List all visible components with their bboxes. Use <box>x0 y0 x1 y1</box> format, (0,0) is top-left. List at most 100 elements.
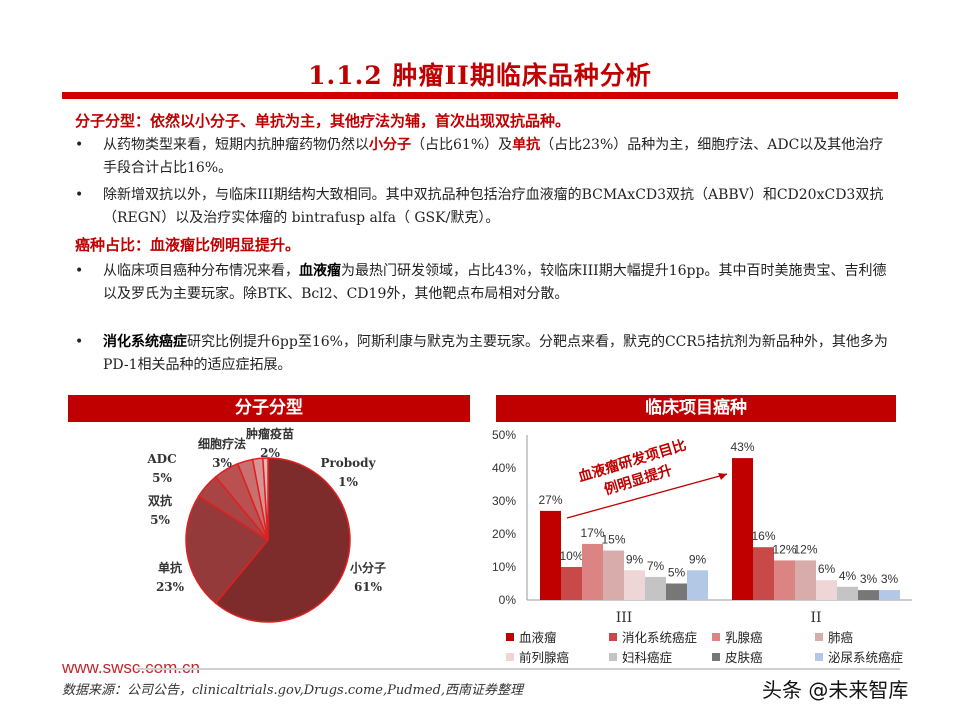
pie-value: 61% <box>354 580 383 594</box>
pie-slice-6 <box>262 457 269 541</box>
bar-data-label: 15% <box>601 533 625 547</box>
bar-data-label: 16% <box>751 529 775 543</box>
bar-data-label: 3% <box>881 572 899 586</box>
legend-label: 皮肤癌 <box>725 650 763 665</box>
legend-item: 乳腺癌 <box>712 627 763 646</box>
legend-item: 血液瘤 <box>506 627 557 646</box>
pie-label: ADC <box>146 452 176 466</box>
legend-label: 泌尿系统癌症 <box>828 650 904 665</box>
bar-血液瘤 <box>732 458 753 600</box>
pie-value: 2% <box>260 446 280 460</box>
bullet-3: 从临床项目癌种分布情况来看，血液瘤为最热门研发领域，占比43%，较临床III期大… <box>75 260 895 305</box>
watermark: 头条 @未来智库 <box>762 678 909 702</box>
y-tick-label: 10% <box>492 560 516 574</box>
bar-data-label: 6% <box>818 562 836 576</box>
legend-label: 妇科癌症 <box>622 650 673 665</box>
bar-data-label: 27% <box>538 493 562 507</box>
bar-前列腺癌 <box>624 570 645 600</box>
bar-泌尿系统癌症 <box>879 590 900 600</box>
arrow-head-icon <box>718 473 727 480</box>
pie-value: 23% <box>156 580 185 594</box>
text: 研究比例提升6pp至16%，阿斯利康与默克为主要玩家。分靶点来看，默克的CCR5… <box>103 334 888 373</box>
pie-chart-header: 分子分型 <box>68 395 470 422</box>
legend-swatch <box>815 652 823 661</box>
bar-妇科癌症 <box>837 586 858 600</box>
text: （占比61%）及 <box>411 137 513 153</box>
text: （占比23%）品种为主，细胞疗法、ADC以及其他治疗手段合计占比16%。 <box>103 137 884 176</box>
legend-label: 乳腺癌 <box>725 630 763 645</box>
legend-item: 泌尿系统癌症 <box>815 647 903 666</box>
pie-label: 肿瘤疫苗 <box>246 426 294 441</box>
legend-swatch <box>506 632 514 641</box>
bar-data-label: 7% <box>647 559 665 573</box>
site-url: www.swsc.com.cn <box>62 658 200 677</box>
legend-swatch <box>609 632 617 641</box>
bar-data-label: 12% <box>772 542 796 556</box>
bar-data-label: 12% <box>793 542 817 556</box>
bar-皮肤癌 <box>858 590 879 600</box>
highlight: 小分子 <box>369 137 411 153</box>
bar-前列腺癌 <box>816 580 837 600</box>
trend-arrow <box>566 473 728 519</box>
bar-消化系统癌症 <box>753 547 774 600</box>
title-underline <box>62 92 898 99</box>
legend-swatch <box>712 652 720 661</box>
bar-chart-header: 临床项目癌种 <box>496 395 896 422</box>
bullet-4: 消化系统癌症研究比例提升6pp至16%，阿斯利康与默克为主要玩家。分靶点来看，默… <box>75 331 895 376</box>
bar-肺癌 <box>603 550 624 600</box>
pie-value: 3% <box>212 456 232 470</box>
bar-妇科癌症 <box>645 576 666 600</box>
text: 为最热门研发领域，占比43%，较临床III期大幅提升16pp。其中百时美施贵宝、… <box>103 263 887 302</box>
pie-slice-0 <box>214 457 351 623</box>
y-tick-label: 50% <box>492 428 516 442</box>
x-tick-label: II <box>810 610 821 626</box>
legend-item: 消化系统癌症 <box>609 627 697 646</box>
legend-item: 皮肤癌 <box>712 647 763 666</box>
pie-label: 细胞疗法 <box>198 436 246 451</box>
highlight: 消化系统癌症 <box>103 334 187 350</box>
x-tick-label: III <box>616 610 633 626</box>
legend-label: 前列腺癌 <box>519 650 570 665</box>
bar-data-label: 9% <box>689 552 707 566</box>
bar-泌尿系统癌症 <box>687 570 708 600</box>
pie-value: 5% <box>150 513 170 527</box>
page-title: 1.1.2 肿瘤II期临床品种分析 <box>308 61 652 90</box>
pie-value: 1% <box>338 475 358 489</box>
legend-swatch <box>815 632 823 641</box>
data-source: 数据来源：公司公告，clinicaltrials.gov,Drugs.come,… <box>62 683 524 698</box>
bar-data-label: 10% <box>559 549 583 563</box>
pie-value: 5% <box>152 471 172 485</box>
bar-乳腺癌 <box>774 560 795 600</box>
legend-item: 前列腺癌 <box>506 647 569 666</box>
y-tick-label: 0% <box>499 593 517 607</box>
bar-消化系统癌症 <box>561 567 582 600</box>
legend-swatch <box>712 632 720 641</box>
section-heading-molecular: 分子分型：依然以小分子、单抗为主，其他疗法为辅，首次出现双抗品种。 <box>75 112 571 130</box>
bar-乳腺癌 <box>582 543 603 600</box>
bar-data-label: 5% <box>668 566 686 580</box>
pie-label: 小分子 <box>350 560 386 575</box>
pie-label: 双抗 <box>148 493 172 508</box>
bullet-2: 除新增双抗以外，与临床III期结构大致相同。其中双抗品种包括治疗血液瘤的BCMA… <box>75 184 895 229</box>
y-tick-label: 20% <box>492 527 516 541</box>
legend-label: 肺癌 <box>828 630 854 645</box>
section-heading-cancer: 癌种占比：血液瘤比例明显提升。 <box>75 236 301 254</box>
legend-item: 肺癌 <box>815 627 853 646</box>
bar-血液瘤 <box>540 510 561 600</box>
legend-label: 血液瘤 <box>519 630 557 645</box>
bar-皮肤癌 <box>666 583 687 600</box>
legend-swatch <box>506 652 514 661</box>
highlight: 单抗 <box>512 137 541 153</box>
legend-swatch <box>609 652 617 661</box>
pie-label: 单抗 <box>158 560 182 575</box>
legend-item: 妇科癌症 <box>609 647 672 666</box>
y-tick-label: 30% <box>492 494 516 508</box>
bar-data-label: 17% <box>580 526 604 540</box>
bar-data-label: 43% <box>730 440 754 454</box>
legend-label: 消化系统癌症 <box>622 630 698 645</box>
bar-data-label: 9% <box>626 552 644 566</box>
bar-肺癌 <box>795 560 816 600</box>
footer-divider <box>136 668 900 670</box>
pie-slice-1 <box>185 495 270 605</box>
